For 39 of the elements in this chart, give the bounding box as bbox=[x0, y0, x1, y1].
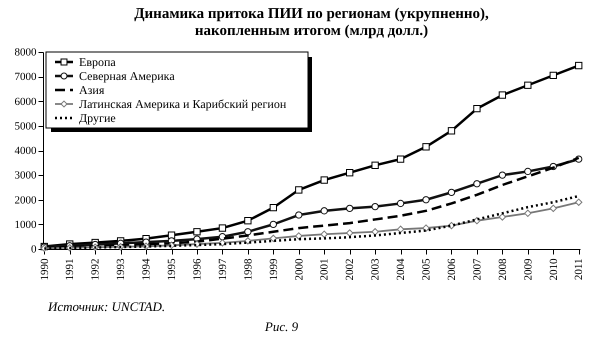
x-tick-label: 1995 bbox=[166, 258, 178, 280]
x-tick-label: 1991 bbox=[64, 258, 76, 280]
y-tick-label: 8000 bbox=[14, 46, 37, 58]
x-tick-label: 2006 bbox=[446, 258, 458, 280]
x-tick-label: 1997 bbox=[216, 258, 229, 280]
x-tick-label: 2007 bbox=[471, 258, 484, 280]
x-tick-label: 2003 bbox=[370, 258, 382, 280]
y-tick-label: 3000 bbox=[14, 170, 37, 182]
x-tick-label: 1992 bbox=[90, 258, 102, 280]
legend-label: Другие bbox=[79, 111, 116, 125]
x-tick-label: 2002 bbox=[344, 258, 356, 280]
x-tick-label: 1993 bbox=[115, 258, 128, 280]
x-tick-label: 1990 bbox=[38, 258, 51, 280]
x-tick-label: 2005 bbox=[420, 258, 433, 280]
text: Рис. 9 bbox=[264, 319, 299, 334]
y-tick-label: 0 bbox=[31, 244, 37, 256]
y-tick-label: 5000 bbox=[14, 120, 37, 132]
x-tick-label: 1994 bbox=[140, 258, 153, 280]
x-tick-label: 2000 bbox=[293, 258, 306, 280]
x-tick-label: 1996 bbox=[191, 258, 204, 280]
x-tick-label: 2008 bbox=[496, 258, 509, 280]
legend-label: Латинская Америка и Карибский регион bbox=[79, 97, 287, 111]
legend-label: Азия bbox=[79, 83, 105, 97]
x-tick-label: 2010 bbox=[548, 258, 560, 280]
y-tick-label: 2000 bbox=[14, 194, 37, 206]
legend-label: Европа bbox=[79, 55, 116, 69]
y-tick-label: 4000 bbox=[14, 145, 37, 157]
x-tick-label: 2004 bbox=[395, 258, 408, 280]
y-tick-label: 1000 bbox=[14, 218, 37, 231]
legend-label: Северная Америка bbox=[79, 69, 176, 83]
x-tick-label: 1998 bbox=[242, 258, 254, 280]
x-tick-label: 2011 bbox=[573, 258, 586, 280]
x-tick-label: 1999 bbox=[268, 258, 280, 280]
y-tick-label: 6000 bbox=[14, 96, 37, 108]
y-tick-label: 7000 bbox=[14, 71, 37, 84]
chart-title: Динамика притока ПИИ по регионам (укрупненно), накопленным итогом (млрд долл.) bbox=[134, 6, 490, 39]
x-tick-label: 2009 bbox=[522, 258, 534, 280]
text: Источник: UNCTAD. bbox=[47, 299, 166, 314]
x-tick-label: 2001 bbox=[318, 258, 331, 280]
